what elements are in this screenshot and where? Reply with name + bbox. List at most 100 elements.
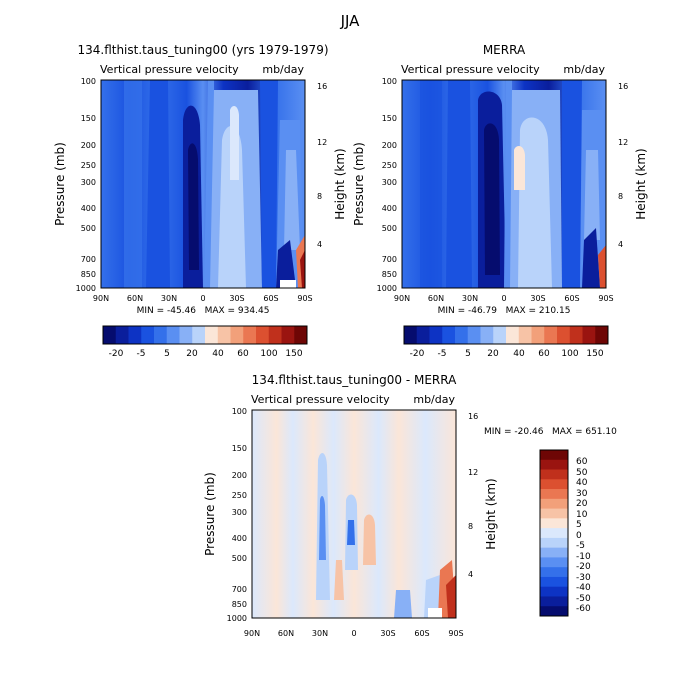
y-axis: 100 150 200 250 300 400 500 700 850 1000… <box>203 407 247 623</box>
y2-axis: 4 8 12 16 Height (km) <box>618 82 648 249</box>
colorbar-frame <box>539 449 569 617</box>
plot-frame <box>100 79 306 289</box>
colorbar-swatch <box>518 326 532 344</box>
x-axis: 90N 60N 30N 0 30S 60S 90S <box>93 294 313 303</box>
colorbar-label: 20 <box>186 349 198 359</box>
colorbar-label: 0 <box>576 531 582 541</box>
colorbar-swatch <box>595 326 609 344</box>
x-tick-label: 0 <box>501 294 506 303</box>
y2-tick-label: 4 <box>618 240 623 249</box>
colorbar-swatch <box>531 326 545 344</box>
x-tick-label: 60N <box>278 629 294 638</box>
colorbar-label: 10 <box>576 510 588 520</box>
colorbar-label: 30 <box>576 489 588 499</box>
y-tick-label: 200 <box>382 141 397 150</box>
panel-model: 134.flthist.taus_tuning00 (yrs 1979-1979… <box>53 43 347 359</box>
colorbar-swatch <box>540 469 568 480</box>
colorbar-swatch <box>544 326 558 344</box>
y-tick-label: 100 <box>81 77 96 86</box>
plot-frame <box>401 79 607 289</box>
y-tick-label: 300 <box>232 508 247 517</box>
y-axis: 100 150 200 250 300 400 500 700 850 1000… <box>352 77 397 293</box>
colorbar-swatch <box>141 326 155 344</box>
colorbar-swatch <box>557 326 571 344</box>
colorbar-label: -20 <box>576 562 591 572</box>
colorbar-swatch <box>128 326 142 344</box>
y-tick-label: 100 <box>382 77 397 86</box>
y2-tick-label: 12 <box>468 468 478 477</box>
y-tick-label: 700 <box>81 255 96 264</box>
y-tick-label: 300 <box>81 178 96 187</box>
x-tick-label: 30S <box>530 294 545 303</box>
colorbar: 60 50 40 30 20 10 5 0 -5 -10 -20 -30 -40… <box>539 449 591 617</box>
panel-subtitle: Vertical pressure velocity <box>251 393 390 406</box>
colorbar-swatch <box>294 326 308 344</box>
y-tick-label: 500 <box>81 224 96 233</box>
panel-title: MERRA <box>483 43 526 57</box>
figure-title: JJA <box>340 12 361 30</box>
colorbar-label: 5 <box>576 520 582 530</box>
colorbar-swatch <box>404 326 418 344</box>
colorbar-swatch <box>281 326 295 344</box>
colorbar-swatch <box>103 326 117 344</box>
y-tick-label: 200 <box>232 471 247 480</box>
x-tick-label: 90N <box>394 294 410 303</box>
y2-axis: 4 8 12 16 Height (km) <box>468 412 498 579</box>
y-tick-label: 850 <box>81 270 96 279</box>
x-tick-label: 30N <box>462 294 478 303</box>
colorbar-label: -60 <box>576 604 591 614</box>
colorbar-swatch <box>493 326 507 344</box>
colorbar-label: -50 <box>576 594 591 604</box>
panel-units: mb/day <box>563 63 605 76</box>
panel-units: mb/day <box>262 63 304 76</box>
y-tick-label: 150 <box>81 114 96 123</box>
colorbar-label: 60 <box>237 349 249 359</box>
colorbar-swatch <box>540 586 568 597</box>
x-tick-label: 90S <box>598 294 613 303</box>
colorbar-swatch <box>243 326 257 344</box>
x-tick-label: 90N <box>93 294 109 303</box>
colorbar-swatch <box>480 326 494 344</box>
colorbar-label: -20 <box>410 349 425 359</box>
y-tick-label: 500 <box>382 224 397 233</box>
colorbar-swatch <box>154 326 168 344</box>
panel-subtitle: Vertical pressure velocity <box>401 63 540 76</box>
colorbar-swatch <box>569 326 583 344</box>
panel-merra: MERRA Vertical pressure velocity mb/day … <box>352 43 648 359</box>
y2-tick-label: 16 <box>468 412 478 421</box>
colorbar-label: -5 <box>576 541 585 551</box>
x-tick-label: 0 <box>200 294 205 303</box>
colorbar-label: -5 <box>438 349 447 359</box>
colorbar-label: 40 <box>576 478 588 488</box>
x-tick-label: 30N <box>161 294 177 303</box>
colorbar-label: 60 <box>576 457 588 467</box>
x-tick-label: 90S <box>448 629 463 638</box>
y-tick-label: 700 <box>232 585 247 594</box>
colorbar-swatch <box>429 326 443 344</box>
colorbar-swatch <box>540 489 568 500</box>
x-tick-label: 90S <box>297 294 312 303</box>
colorbar-swatch <box>540 596 568 607</box>
colorbar-swatch <box>256 326 270 344</box>
y-axis-label: Pressure (mb) <box>53 142 67 226</box>
panel-title: 134.flthist.taus_tuning00 (yrs 1979-1979… <box>77 43 328 57</box>
y-tick-label: 250 <box>81 161 96 170</box>
colorbar-swatch <box>540 576 568 588</box>
colorbar-swatch <box>416 326 430 344</box>
colorbar: -20 -5 5 20 40 60 100 150 <box>403 325 609 359</box>
y2-tick-label: 4 <box>317 240 322 249</box>
colorbar-label: 150 <box>586 349 603 359</box>
colorbar-label: -40 <box>576 583 591 593</box>
x-tick-label: 60S <box>263 294 278 303</box>
y-tick-label: 150 <box>232 444 247 453</box>
colorbar-swatch <box>540 537 568 549</box>
y-tick-label: 850 <box>382 270 397 279</box>
colorbar-swatch <box>540 547 568 558</box>
colorbar-swatch <box>467 326 481 344</box>
y-tick-label: 400 <box>81 204 96 213</box>
y-tick-label: 300 <box>382 178 397 187</box>
y2-axis: 4 8 12 16 Height (km) <box>317 82 347 249</box>
x-axis: 90N 60N 30N 0 30S 60S 90S <box>394 294 614 303</box>
colorbar-label: -20 <box>109 349 124 359</box>
y2-tick-label: 8 <box>618 192 623 201</box>
